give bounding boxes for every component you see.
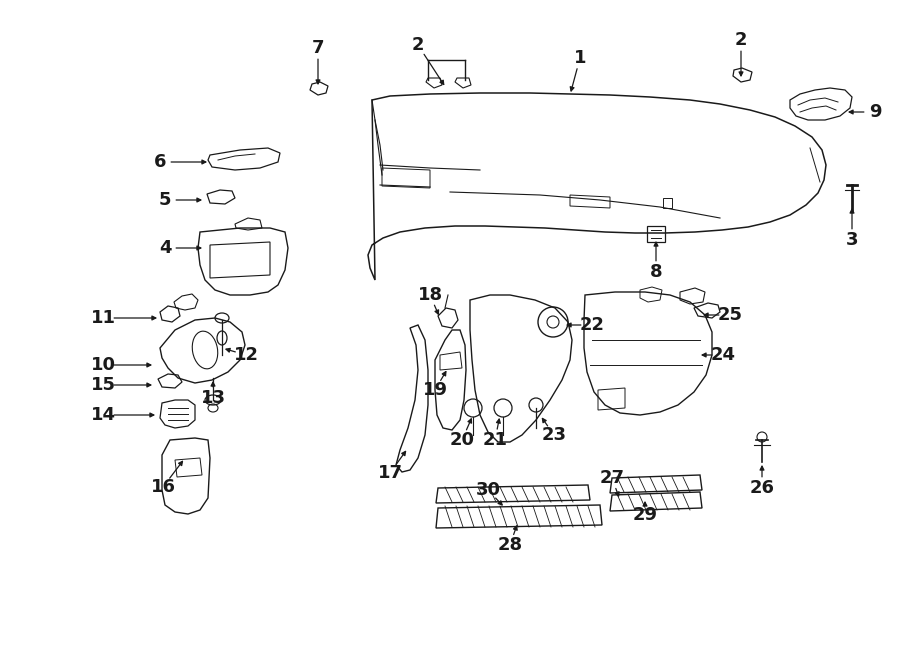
Text: 28: 28 — [498, 536, 523, 554]
Text: 7: 7 — [311, 39, 324, 57]
Text: 22: 22 — [580, 316, 605, 334]
Text: 25: 25 — [717, 306, 742, 324]
Text: 15: 15 — [91, 376, 115, 394]
Text: 27: 27 — [599, 469, 625, 487]
Text: 14: 14 — [91, 406, 115, 424]
Text: 12: 12 — [233, 346, 258, 364]
Text: 8: 8 — [650, 263, 662, 281]
Text: 29: 29 — [633, 506, 658, 524]
Text: 4: 4 — [158, 239, 171, 257]
Text: 23: 23 — [542, 426, 566, 444]
Text: 11: 11 — [91, 309, 115, 327]
Text: 16: 16 — [150, 478, 176, 496]
Text: 17: 17 — [377, 464, 402, 482]
Text: 13: 13 — [201, 389, 226, 407]
Text: 21: 21 — [482, 431, 508, 449]
Text: 10: 10 — [91, 356, 115, 374]
Text: 1: 1 — [574, 49, 586, 67]
Text: 3: 3 — [846, 231, 859, 249]
Text: 30: 30 — [475, 481, 500, 499]
Text: 26: 26 — [750, 479, 775, 497]
Text: 5: 5 — [158, 191, 171, 209]
Text: 2: 2 — [734, 31, 747, 49]
Text: 24: 24 — [710, 346, 735, 364]
Text: 2: 2 — [412, 36, 424, 54]
Text: 6: 6 — [154, 153, 166, 171]
Text: 19: 19 — [422, 381, 447, 399]
Text: 20: 20 — [449, 431, 474, 449]
Text: 9: 9 — [868, 103, 881, 121]
Text: 18: 18 — [418, 286, 443, 304]
